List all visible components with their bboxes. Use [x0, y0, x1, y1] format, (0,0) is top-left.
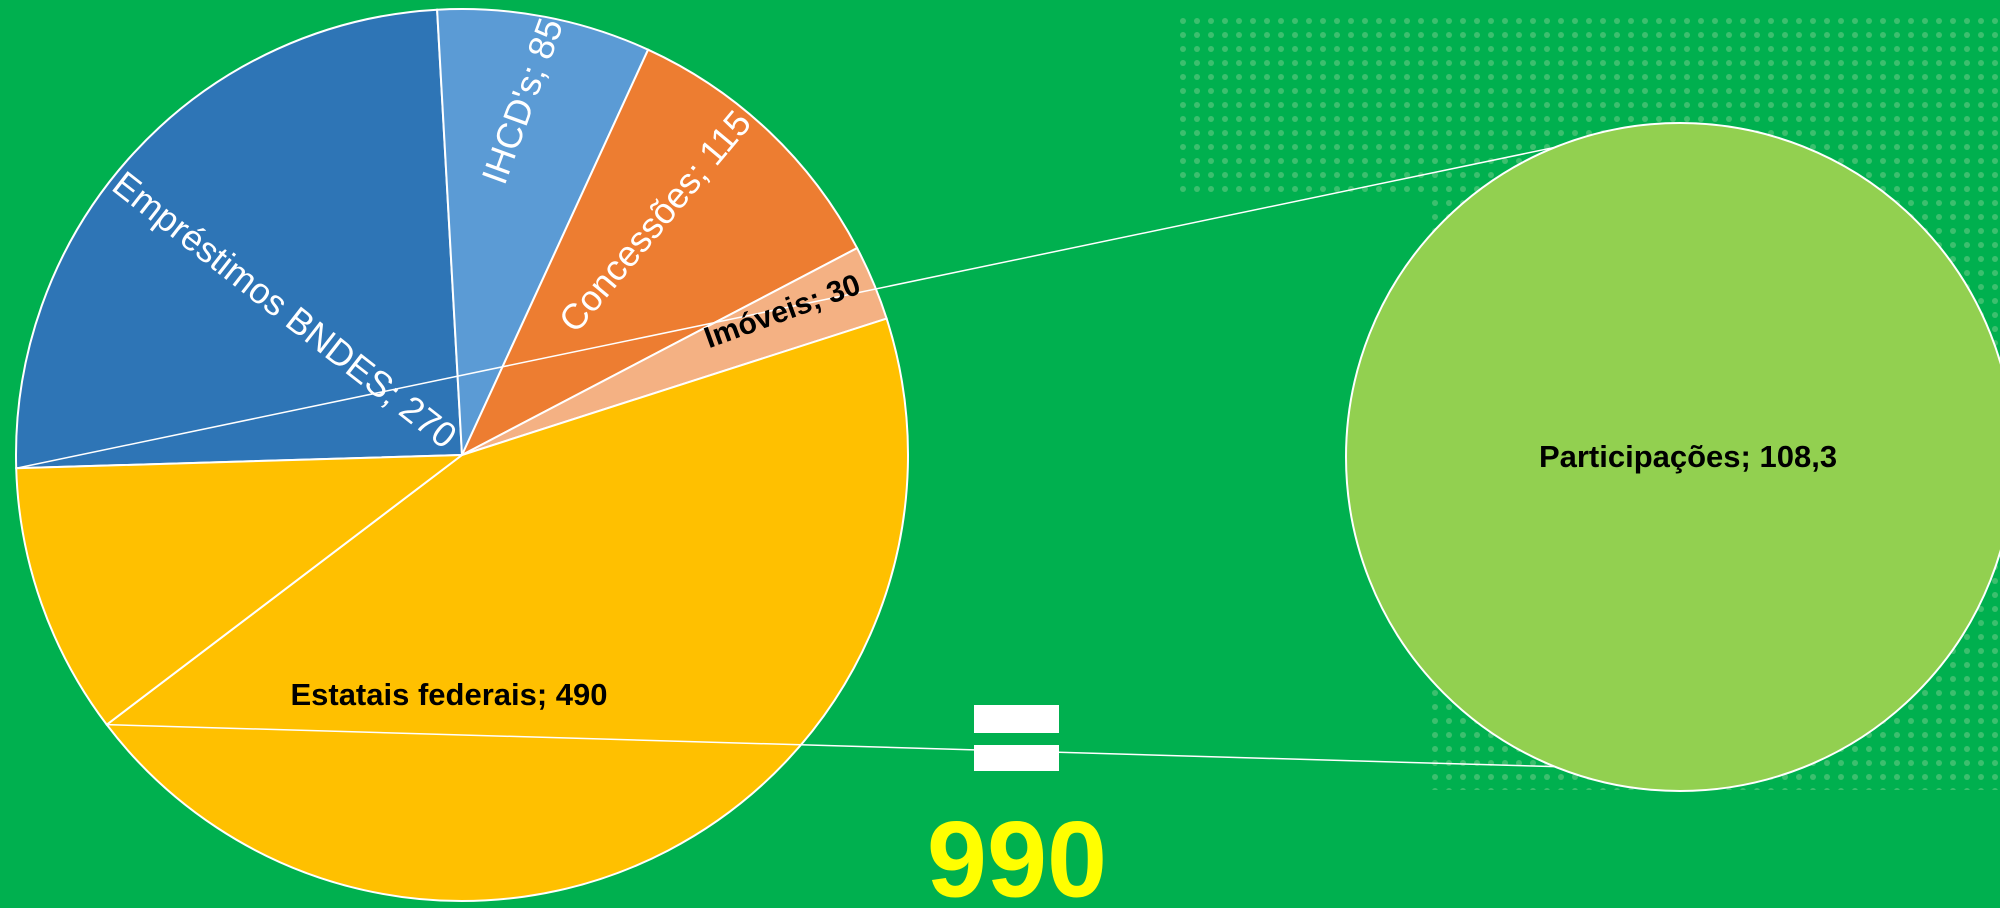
total: 990 — [927, 799, 1107, 908]
secondary-pie-slice — [1345, 122, 2000, 792]
data-label: Estatais federais; 490 — [290, 677, 607, 712]
pie-slice — [15, 453, 466, 727]
data-label: Participações; 108,3 — [1539, 439, 1837, 474]
equals-sign — [974, 705, 1059, 733]
pie-slice — [15, 8, 464, 470]
pie-slice — [105, 317, 909, 902]
pie-slice — [459, 48, 859, 458]
connector-line — [16, 146, 1556, 469]
pie-slice — [436, 8, 650, 456]
equals-sign — [974, 745, 1059, 771]
connector-line — [106, 723, 1555, 768]
